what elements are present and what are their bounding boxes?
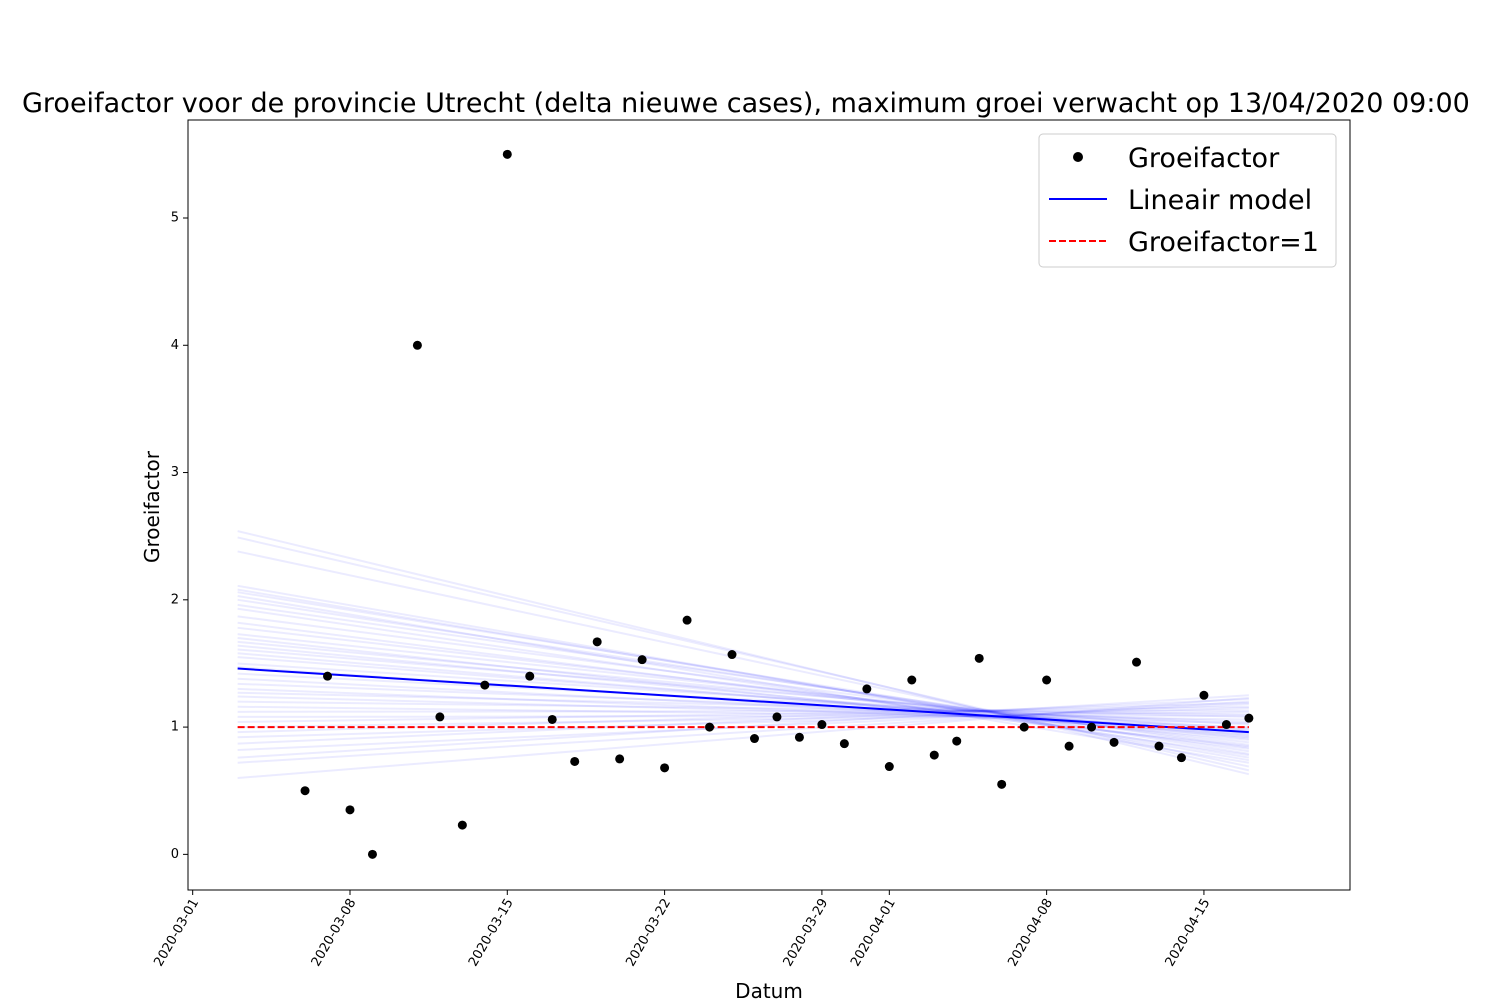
sample-line-17 bbox=[237, 648, 1249, 732]
plot-frame bbox=[187, 119, 1351, 891]
sample-line-20 bbox=[237, 662, 1249, 730]
sample-line-26 bbox=[237, 691, 1249, 718]
data-point-21 bbox=[794, 732, 804, 742]
sample-line-8 bbox=[237, 603, 1250, 749]
data-point-38 bbox=[1176, 753, 1186, 763]
data-point-34 bbox=[1087, 722, 1097, 732]
sample-line-18 bbox=[237, 652, 1249, 739]
data-point-1 bbox=[323, 671, 333, 681]
sample-lines bbox=[237, 530, 1250, 779]
y-axis-title: Groeifactor bbox=[140, 450, 164, 563]
sample-line-16 bbox=[237, 644, 1249, 741]
data-point-15 bbox=[660, 763, 670, 773]
data-point-12 bbox=[592, 637, 602, 647]
sample-line-9 bbox=[237, 607, 1250, 757]
sample-line-22 bbox=[237, 672, 1249, 726]
sample-line-1 bbox=[237, 536, 1250, 772]
data-point-16 bbox=[682, 615, 692, 625]
data-point-10 bbox=[547, 714, 557, 724]
data-point-28 bbox=[952, 736, 962, 746]
y-axis: 0 1 2 3 4 5 bbox=[171, 211, 188, 862]
sample-line-0 bbox=[237, 530, 1250, 776]
data-point-37 bbox=[1154, 741, 1164, 751]
model-line bbox=[237, 667, 1249, 734]
y-tick-label-0: 0 bbox=[171, 847, 179, 862]
data-point-40 bbox=[1221, 720, 1231, 730]
sample-line-28 bbox=[237, 700, 1249, 716]
sample-line-39 bbox=[237, 700, 1249, 764]
data-point-33 bbox=[1064, 741, 1074, 751]
sample-line-2 bbox=[237, 550, 1250, 768]
sample-line-24 bbox=[237, 682, 1249, 723]
y-tick-label-3: 3 bbox=[171, 465, 179, 480]
data-point-7 bbox=[480, 680, 490, 690]
data-point-0 bbox=[300, 786, 310, 796]
data-point-24 bbox=[862, 684, 872, 694]
data-point-18 bbox=[727, 650, 737, 660]
sample-line-35 bbox=[237, 707, 1249, 739]
legend-marker-groeifactor bbox=[1073, 152, 1083, 162]
sample-line-27 bbox=[237, 695, 1249, 725]
data-point-23 bbox=[839, 739, 849, 749]
y-tick-label-1: 1 bbox=[171, 720, 179, 735]
sample-line-32 bbox=[237, 705, 1249, 723]
data-point-6 bbox=[457, 820, 467, 830]
data-point-2 bbox=[345, 805, 355, 815]
x-axis-title: Datum bbox=[735, 979, 803, 1000]
data-point-3 bbox=[367, 849, 377, 859]
data-point-8 bbox=[502, 149, 512, 159]
sample-line-6 bbox=[237, 595, 1250, 764]
data-point-17 bbox=[705, 722, 715, 732]
sample-line-12 bbox=[237, 626, 1249, 744]
legend-label-model: Lineair model bbox=[1128, 185, 1312, 216]
data-point-14 bbox=[637, 655, 647, 665]
data-point-9 bbox=[525, 671, 535, 681]
data-point-35 bbox=[1109, 737, 1119, 747]
sample-line-31 bbox=[237, 714, 1249, 718]
sample-line-3 bbox=[237, 584, 1250, 762]
data-point-36 bbox=[1132, 657, 1142, 667]
data-point-13 bbox=[615, 754, 625, 764]
data-points bbox=[300, 149, 1254, 859]
data-point-27 bbox=[929, 750, 939, 760]
data-point-41 bbox=[1244, 713, 1254, 723]
model-lines bbox=[237, 667, 1249, 734]
sample-line-4 bbox=[237, 588, 1250, 759]
sample-line-10 bbox=[237, 615, 1250, 746]
data-point-39 bbox=[1199, 690, 1209, 700]
y-tick-label-5: 5 bbox=[171, 211, 179, 226]
sample-line-30 bbox=[237, 709, 1249, 713]
data-point-5 bbox=[435, 712, 445, 722]
data-point-32 bbox=[1042, 675, 1052, 685]
sample-line-14 bbox=[237, 637, 1249, 748]
legend-label-reference: Groeifactor=1 bbox=[1128, 227, 1319, 258]
sample-line-40 bbox=[237, 696, 1249, 779]
legend-frame bbox=[1038, 133, 1337, 268]
sample-line-34 bbox=[237, 701, 1249, 734]
y-tick-label-2: 2 bbox=[171, 592, 179, 607]
data-point-4 bbox=[412, 340, 422, 350]
sample-line-7 bbox=[237, 598, 1250, 753]
data-point-20 bbox=[772, 712, 782, 722]
data-point-26 bbox=[907, 675, 917, 685]
data-point-31 bbox=[1019, 722, 1029, 732]
legend-label-groeifactor: Groeifactor bbox=[1128, 143, 1280, 174]
data-point-11 bbox=[570, 756, 580, 766]
sample-line-15 bbox=[237, 640, 1249, 737]
data-point-29 bbox=[974, 653, 984, 663]
data-point-25 bbox=[884, 762, 894, 772]
data-point-30 bbox=[997, 779, 1007, 789]
data-point-19 bbox=[749, 734, 759, 744]
legend: Groeifactor Lineair model Groeifactor=1 bbox=[1038, 133, 1337, 268]
sample-line-29 bbox=[237, 705, 1249, 721]
data-point-22 bbox=[817, 720, 827, 730]
sample-line-36 bbox=[237, 698, 1249, 745]
sample-line-33 bbox=[237, 710, 1249, 729]
y-tick-label-4: 4 bbox=[171, 338, 179, 353]
chart-title: Groeifactor voor de provincie Utrecht (d… bbox=[22, 88, 1470, 119]
